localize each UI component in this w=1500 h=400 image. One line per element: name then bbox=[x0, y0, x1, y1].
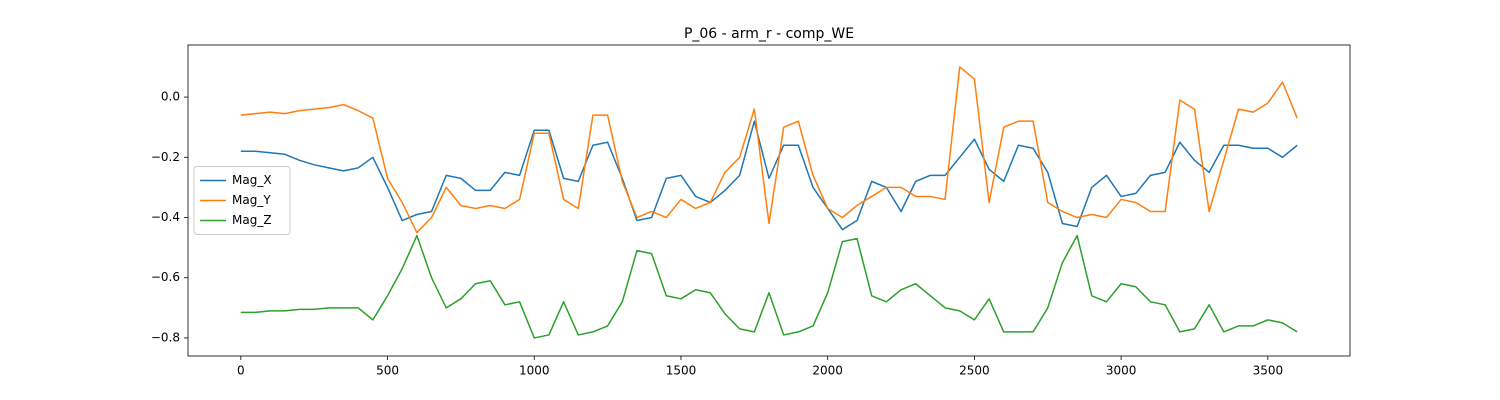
series-line bbox=[240, 120, 1298, 231]
x-tick-label: 2500 bbox=[959, 364, 990, 378]
y-tick-label: −0.2 bbox=[151, 150, 180, 164]
x-tick-label: 3500 bbox=[1253, 364, 1284, 378]
y-tick-label: −0.6 bbox=[151, 270, 180, 284]
y-tick-label: 0.0 bbox=[161, 90, 180, 104]
legend-label: Mag_X bbox=[232, 173, 272, 187]
x-tick-label: 3000 bbox=[1106, 364, 1137, 378]
legend-box bbox=[193, 166, 291, 235]
y-tick-label: −0.4 bbox=[151, 210, 180, 224]
plot-frame bbox=[187, 44, 1351, 357]
y-tick-label: −0.8 bbox=[151, 330, 180, 344]
x-tick-label: 1500 bbox=[666, 364, 697, 378]
chart-title: P_06 - arm_r - comp_WE bbox=[684, 26, 854, 42]
x-tick-label: 500 bbox=[376, 364, 399, 378]
x-tick-label: 2000 bbox=[812, 364, 843, 378]
series-line bbox=[240, 66, 1298, 234]
x-tick-label: 0 bbox=[237, 364, 245, 378]
legend-label: Mag_Y bbox=[232, 193, 271, 207]
x-tick-label: 1000 bbox=[519, 364, 550, 378]
series-line bbox=[240, 234, 1298, 339]
legend-label: Mag_Z bbox=[232, 213, 272, 227]
